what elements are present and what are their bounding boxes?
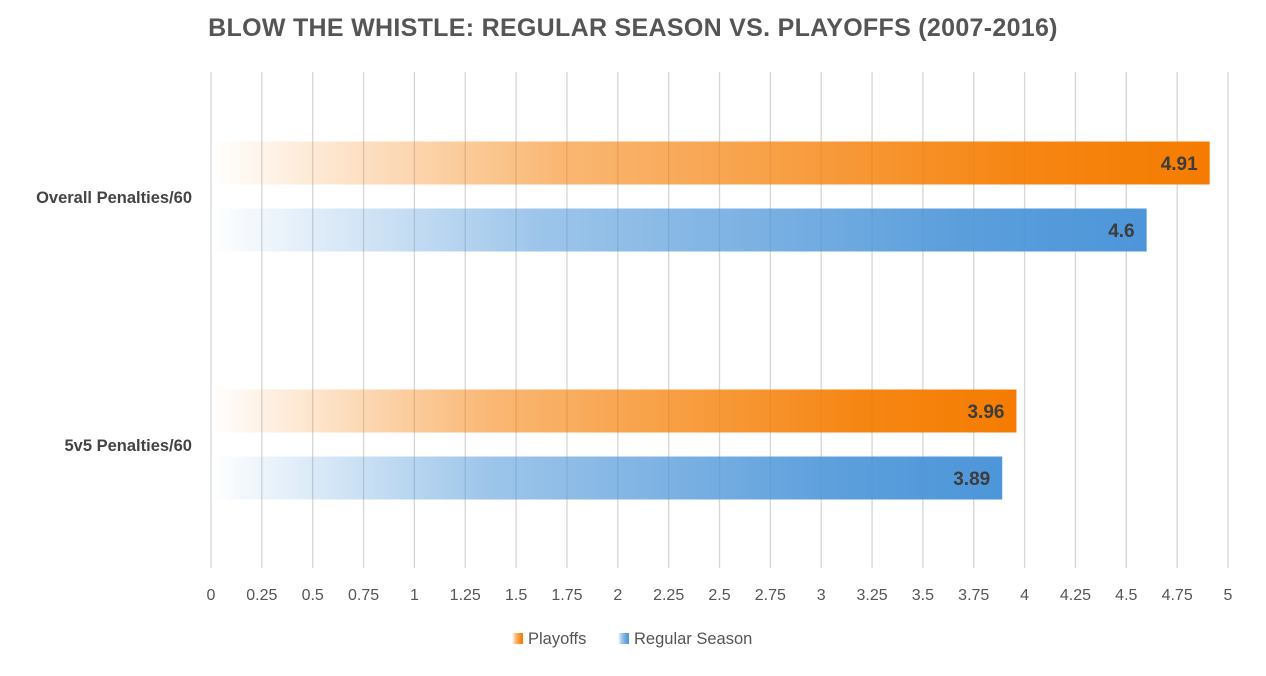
data-label: 4.6	[1108, 221, 1134, 242]
x-tick-label: 1	[410, 587, 419, 604]
x-tick-label: 4.75	[1162, 587, 1193, 604]
x-tick-label: 2.75	[755, 587, 786, 604]
legend-swatch	[512, 633, 523, 644]
x-tick-label: 3.75	[958, 587, 989, 604]
legend-label: Playoffs	[528, 630, 586, 648]
legend-swatch	[618, 633, 629, 644]
x-tick-label: 4	[1020, 587, 1029, 604]
x-tick-label: 4.5	[1115, 587, 1137, 604]
bar-playoffs	[211, 389, 1017, 433]
data-label: 3.89	[953, 469, 990, 490]
x-tick-label: 1.25	[450, 587, 481, 604]
x-tick-label: 0	[207, 587, 216, 604]
x-tick-label: 3	[817, 587, 826, 604]
x-tick-label: 1.75	[551, 587, 582, 604]
data-label: 4.91	[1161, 154, 1198, 175]
x-tick-label: 2.25	[653, 587, 684, 604]
x-tick-label: 2	[613, 587, 622, 604]
bars	[211, 141, 1210, 500]
x-tick-label: 1.5	[505, 587, 527, 604]
bar-regular-season	[211, 208, 1147, 252]
x-tick-label: 0.5	[302, 587, 324, 604]
x-tick-label: 5	[1224, 587, 1233, 604]
x-tick-label: 4.25	[1060, 587, 1091, 604]
chart-title: BLOW THE WHISTLE: REGULAR SEASON VS. PLA…	[208, 14, 1058, 42]
category-label: Overall Penalties/60	[36, 189, 192, 207]
bar-regular-season	[211, 456, 1003, 500]
x-tick-label: 2.5	[708, 587, 730, 604]
x-tick-label: 3.25	[856, 587, 887, 604]
data-label: 3.96	[967, 402, 1004, 423]
x-tick-label: 3.5	[912, 587, 934, 604]
legend: Playoffs Regular Season	[512, 630, 752, 648]
bar-playoffs	[211, 141, 1210, 185]
legend-label: Regular Season	[634, 630, 752, 648]
x-tick-label: 0.75	[348, 587, 379, 604]
category-label: 5v5 Penalties/60	[64, 437, 192, 455]
labels: 0 0.25 0.5 0.75 1 1.25 1.5 1.75 2 2.25 2.5 2.75 3 3.2…	[36, 154, 1232, 604]
x-tick-label: 0.25	[246, 587, 277, 604]
